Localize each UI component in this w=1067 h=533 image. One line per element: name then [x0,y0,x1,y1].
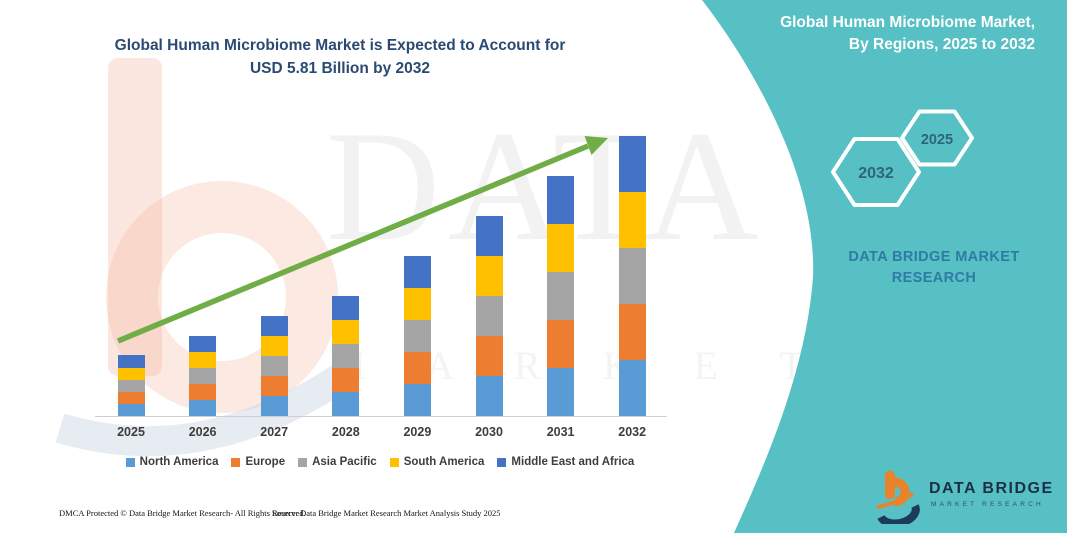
x-axis-label: 2025 [117,425,145,439]
plot-area [90,120,670,416]
bar-segment [260,356,288,376]
bar-segment [618,248,646,304]
stacked-bar-2027 [260,316,288,416]
bar-segment [403,384,431,416]
stacked-bar-2026 [189,336,217,416]
bar-segment [547,272,575,320]
legend-swatch [389,457,399,467]
legend-swatch [231,457,241,467]
bar-segment [475,256,503,296]
bar-segment [332,368,360,392]
x-axis-label: 2029 [403,425,432,439]
bar-segment [117,404,145,416]
x-axis-label: 2027 [260,425,289,439]
bar-segment [260,396,288,416]
bar-segment [189,384,217,400]
bar-segment [117,368,145,380]
bar-segment [475,336,503,376]
bar-segment [403,320,431,352]
bar-segment [618,304,646,360]
bar-segment [403,256,431,288]
bar-segment [332,296,360,320]
legend-item: Middle East and Africa [497,456,634,468]
stacked-bar-2032 [618,136,646,416]
bar-segment [189,400,217,416]
x-axis-label: 2030 [475,425,503,439]
footer-source-text: Source: Data Bridge Market Research Mark… [272,508,501,518]
x-axis-label: 2028 [331,425,360,439]
side-panel-title-line2: By Regions, 2025 to 2032 [848,36,1035,53]
bar-segment [117,380,145,392]
bar-segment [475,216,503,256]
legend-item: Europe [231,456,285,468]
bar-segment [332,320,360,344]
stacked-bar-2029 [403,256,431,416]
bar-segment [475,296,503,336]
bar-segment [547,176,575,224]
bar-segment [618,192,646,248]
bar-segment [189,336,217,352]
legend-label: Middle East and Africa [511,456,635,468]
databridge-logo-sub: MARKET RESEARCH [931,501,1044,508]
x-axis-label: 2032 [618,425,647,439]
x-axis-labels: 2025 2026 2027 2028 2029 2030 2031 2032 [90,425,670,443]
legend-swatch [497,457,507,467]
bar-segment [117,392,145,404]
footer-dmca-text: DMCA Protected © Data Bridge Market Rese… [59,508,306,518]
legend-swatch [298,457,308,467]
legend-item: North America [125,456,219,468]
x-axis-label: 2031 [546,425,575,439]
side-panel-brand-line2: RESEARCH [891,270,977,286]
bar-segment [618,360,646,416]
bar-segment [547,368,575,416]
legend-item: South America [389,456,485,468]
side-panel-brand-line1: DATA BRIDGE MARKET [848,249,1020,265]
bar-segment [547,320,575,368]
stacked-bar-2030 [475,216,503,416]
legend-swatch [125,457,135,467]
side-panel-title: Global Human Microbiome Market, By Regio… [700,12,1035,56]
bar-segment [117,355,145,368]
databridge-logo: DATA BRIDGE MARKET RESEARCH [873,468,1058,528]
legend-label: Europe [245,456,286,468]
chart-legend: North America Europe Asia Pacific South Ame… [80,456,680,468]
chart-title-line1: Global Human Microbiome Market is Expect… [114,37,566,54]
databridge-logo-name: DATA BRIDGE [929,480,1054,497]
legend-label: North America [139,456,219,468]
bar-segment [260,376,288,396]
stacked-bar-2031 [547,176,575,416]
chart-title: Global Human Microbiome Market is Expect… [85,34,595,80]
stacked-bar-2025 [117,355,145,416]
bar-segment [332,392,360,416]
x-axis-label: 2026 [188,425,217,439]
bar-segment [618,136,646,192]
bar-segment [260,316,288,336]
legend-label: South America [403,456,485,468]
x-axis-line [95,416,667,417]
bar-segment [547,224,575,272]
bar-segment [189,368,217,384]
bar-segment [260,336,288,356]
bar-segment [403,352,431,384]
legend-label: Asia Pacific [312,456,377,468]
bar-segment [403,288,431,320]
side-panel-brand: DATA BRIDGE MARKET RESEARCH [812,247,1056,289]
legend-item: Asia Pacific [298,456,377,468]
bar-segment [332,344,360,368]
side-panel-title-line1: Global Human Microbiome Market, [780,14,1035,31]
chart-title-line2: USD 5.81 Billion by 2032 [249,60,431,77]
stacked-bar-2028 [332,296,360,416]
databridge-logo-icon [876,471,920,524]
bar-segment [189,352,217,368]
bar-segment [475,376,503,416]
